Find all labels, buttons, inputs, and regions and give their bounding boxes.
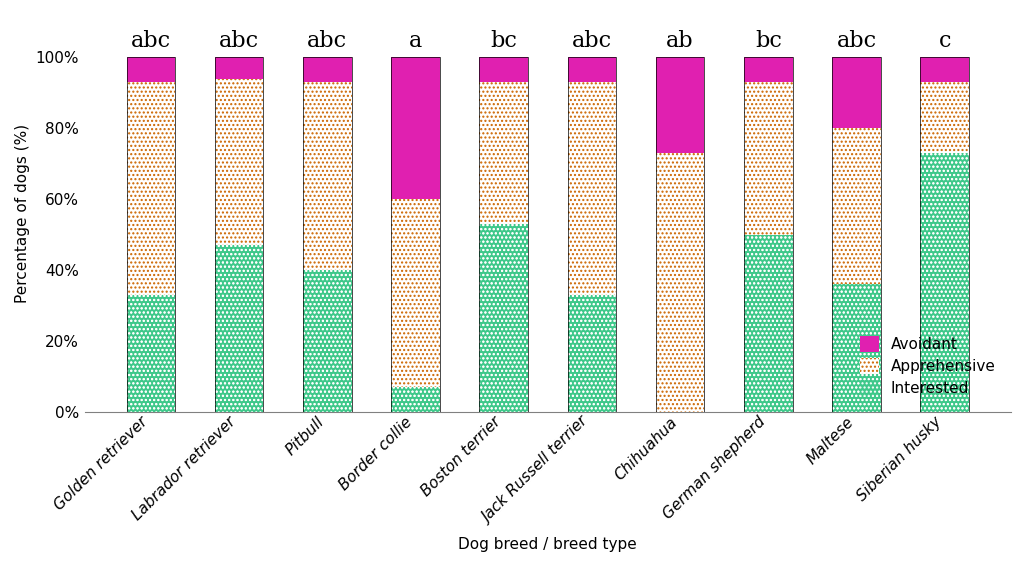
Bar [479,57,528,82]
Bar [567,295,617,412]
Bar [920,153,969,412]
Bar [479,82,528,224]
Bar [744,57,792,82]
Bar [832,128,880,284]
Text: abc: abc [220,30,260,52]
Text: bc: bc [755,30,782,52]
Bar [127,82,175,295]
Text: abc: abc [836,30,876,52]
Bar [832,57,880,128]
Bar [832,57,880,412]
Text: a: a [409,30,422,52]
Bar [920,57,969,82]
Bar [832,284,880,412]
Bar [303,57,352,412]
Bar [656,57,704,153]
Bar [391,387,440,412]
Bar [656,57,704,412]
Bar [479,224,528,412]
Bar [127,57,175,412]
Bar [920,57,969,412]
X-axis label: Dog breed / breed type: Dog breed / breed type [459,537,637,552]
Bar [214,245,264,412]
Bar [567,295,617,412]
Bar [303,270,352,412]
Text: ab: ab [666,30,694,52]
Bar [214,57,264,79]
Bar [920,153,969,412]
Bar [391,57,440,199]
Bar [214,245,264,412]
Bar [214,57,264,412]
Bar [303,82,352,270]
Bar [303,57,352,82]
Bar [656,153,704,412]
Bar [391,387,440,412]
Text: abc: abc [571,30,611,52]
Bar [744,57,792,412]
Bar [920,82,969,153]
Bar [479,224,528,412]
Bar [303,270,352,412]
Legend: Avoidant, Apprehensive, Interested: Avoidant, Apprehensive, Interested [853,328,1003,404]
Bar [567,57,617,412]
Text: abc: abc [131,30,171,52]
Bar [744,235,792,412]
Text: abc: abc [307,30,348,52]
Bar [567,57,617,82]
Bar [391,199,440,387]
Bar [744,82,792,235]
Bar [127,295,175,412]
Bar [832,284,880,412]
Bar [744,235,792,412]
Text: bc: bc [490,30,517,52]
Y-axis label: Percentage of dogs (%): Percentage of dogs (%) [15,124,30,303]
Bar [127,57,175,82]
Bar [127,295,175,412]
Bar [391,57,440,412]
Bar [479,57,528,412]
Text: c: c [939,30,951,52]
Bar [567,82,617,295]
Bar [214,79,264,245]
